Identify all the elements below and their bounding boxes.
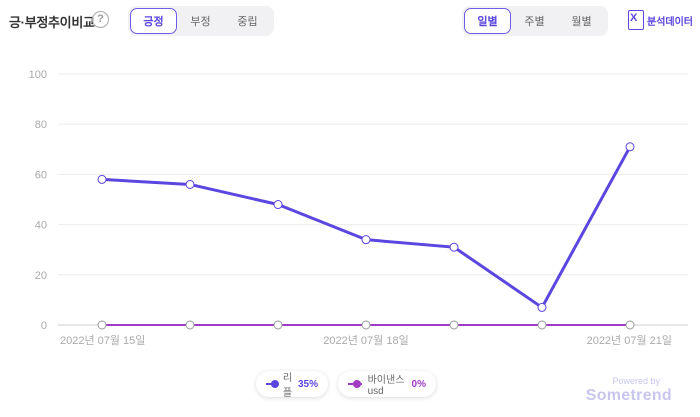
x-tick-label: 2022년 07월 15일 xyxy=(60,333,145,347)
powered-by-text: Powered by xyxy=(612,376,660,386)
tab-neutral[interactable]: 중립 xyxy=(237,16,258,28)
tab-weekly[interactable]: 주별 xyxy=(524,16,545,28)
data-point xyxy=(273,200,283,210)
y-tick-label: 100 xyxy=(29,69,47,81)
tab-monthly[interactable]: 월별 xyxy=(571,16,592,28)
y-tick-label: 80 xyxy=(35,119,47,131)
y-tick-label: 60 xyxy=(35,169,47,181)
legend-label: 리플 xyxy=(282,373,293,399)
widget-title: 긍·부정추이비교 xyxy=(9,15,95,30)
x-tick-label: 2022년 07월 18일 xyxy=(323,333,408,347)
trend-line-chart: 0 20 40 60 80 100 2022년 07월 15일 2022년 07월 18일 20… xyxy=(29,69,688,347)
data-point xyxy=(273,320,283,330)
data-point xyxy=(625,142,635,152)
legend-percent: 0% xyxy=(411,378,426,390)
brand-logo: Sometrend xyxy=(585,387,672,404)
tab-daily[interactable]: 일별 xyxy=(464,8,511,34)
legend-label: 바이낸스usd xyxy=(367,375,405,397)
data-point xyxy=(185,179,195,189)
data-point xyxy=(449,320,459,330)
data-point xyxy=(361,235,371,245)
y-tick-label: 0 xyxy=(41,320,47,332)
data-point xyxy=(537,320,547,330)
legend-item-series-2[interactable]: 바이낸스usd 0% xyxy=(338,371,436,397)
data-point xyxy=(97,320,107,330)
data-point xyxy=(361,320,371,330)
export-data-button[interactable]: 분석데이터 xyxy=(628,10,693,30)
data-point xyxy=(537,302,547,312)
tab-positive[interactable]: 긍정 xyxy=(130,8,177,34)
data-point xyxy=(185,320,195,330)
data-point xyxy=(449,242,459,252)
legend-item-series-1[interactable]: 리플 35% xyxy=(256,371,328,399)
legend-marker-icon xyxy=(348,379,362,389)
sentiment-tab-group: 긍정 부정 중립 xyxy=(128,6,274,36)
y-tick-label: 20 xyxy=(35,270,47,282)
excel-icon xyxy=(628,10,644,30)
help-icon[interactable]: ? xyxy=(92,11,109,28)
y-tick-label: 40 xyxy=(35,220,47,232)
data-point xyxy=(625,320,635,330)
x-tick-label: 2022년 07월 21일 xyxy=(587,333,672,347)
data-point xyxy=(97,174,107,184)
period-tab-group: 일별 주별 월별 xyxy=(462,6,608,36)
export-data-label: 분석데이터 xyxy=(647,16,693,28)
tab-negative[interactable]: 부정 xyxy=(190,16,211,28)
series-line xyxy=(101,146,632,309)
legend-marker-icon xyxy=(266,379,279,389)
legend-percent: 35% xyxy=(297,378,318,390)
